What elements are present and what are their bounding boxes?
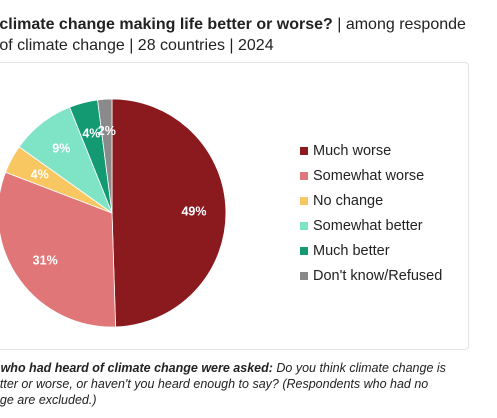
chart-title: s climate change making life better or w…: [0, 15, 466, 35]
legend-label: Somewhat worse: [313, 167, 425, 184]
legend-label: No change: [313, 192, 384, 209]
data-label-don-t-know-refused: 2%: [98, 124, 116, 138]
legend-item-somewhat-worse: Somewhat worse: [300, 163, 442, 188]
legend-item-much-better: Much better: [300, 238, 442, 263]
legend-swatch: [300, 221, 308, 230]
pie-slice-much-worse: [111, 98, 227, 328]
legend-swatch: [300, 271, 308, 280]
legend-item-don-t-know-refused: Don't know/Refused: [300, 263, 442, 288]
chart-legend: Much worse Somewhat worse No change Somewha…: [300, 138, 442, 288]
data-label-much-worse: 49%: [181, 205, 206, 219]
pie-slice-don-t-know-refused: [97, 98, 113, 214]
legend-item-no-change: No change: [300, 188, 442, 213]
legend-swatch: [300, 246, 308, 255]
data-label-no-change: 4%: [31, 167, 49, 181]
data-label-much-better: 4%: [82, 127, 100, 141]
legend-label: Somewhat better: [313, 217, 423, 234]
pie-slice-somewhat-worse: [0, 171, 117, 328]
footnote-line-3: ange are excluded.): [0, 393, 97, 407]
legend-label: Don't know/Refused: [313, 267, 443, 284]
footnote-line-2: better or worse, or haven't you heard en…: [0, 377, 429, 391]
legend-item-somewhat-better: Somewhat better: [300, 213, 442, 238]
legend-swatch: [300, 146, 308, 155]
data-label-somewhat-better: 9%: [52, 142, 70, 156]
legend-item-much-worse: Much worse: [300, 138, 442, 163]
legend-label: Much better: [313, 242, 390, 259]
chart-title-question: s climate change making life better or w…: [0, 16, 333, 33]
chart-title-population: | among responde: [332, 16, 466, 33]
chart-subtitle: e of climate change | 28 countries | 202…: [0, 37, 274, 54]
footnote-question-lead: ts who had heard of climate change were …: [0, 361, 273, 375]
chart-footnote: ts who had heard of climate change were …: [0, 360, 497, 408]
footnote-line-1: ts who had heard of climate change were …: [0, 360, 497, 376]
footnote-question-text: Do you think climate change is: [272, 361, 446, 375]
legend-swatch: [300, 196, 308, 205]
data-label-somewhat-worse: 31%: [33, 254, 58, 268]
legend-label: Much worse: [313, 142, 392, 159]
legend-swatch: [300, 171, 308, 180]
